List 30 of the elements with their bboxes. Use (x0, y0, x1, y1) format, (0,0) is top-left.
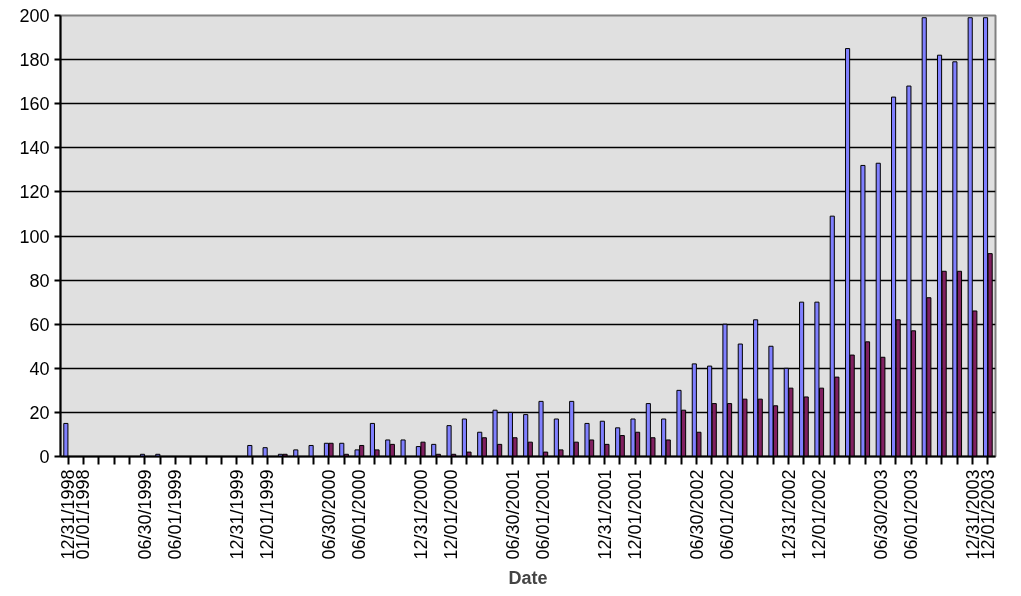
x-tick-label: 06/01/2003 (901, 469, 922, 560)
x-tick-label: 06/30/2002 (686, 469, 707, 560)
x-tick-label: 06/01/2001 (533, 469, 554, 560)
x-tick-label: 06/30/2003 (870, 469, 891, 560)
x-tick-label: 12/01/2002 (809, 469, 830, 560)
x-tick-label: 06/01/2002 (717, 469, 738, 560)
x-tick-label: 06/30/1999 (134, 469, 155, 560)
x-tick-label: 12/01/2000 (441, 469, 462, 560)
x-tick-label: 06/01/2000 (349, 469, 370, 560)
x-tick-label: 12/31/1999 (226, 469, 247, 560)
x-tick-label: 06/30/2000 (318, 469, 339, 560)
x-tick-label: 06/01/1999 (165, 469, 186, 560)
y-tick-label: 80 (29, 270, 50, 291)
y-tick-label: 100 (19, 226, 50, 247)
y-tick-label: 40 (29, 358, 50, 379)
x-tick-label: 12/01/2001 (625, 469, 646, 560)
x-tick-label: 12/01/1999 (257, 469, 278, 560)
y-tick-label: 60 (29, 314, 50, 335)
y-tick-label: 200 (19, 6, 50, 26)
y-tick-label: 0 (39, 447, 50, 467)
y-tick-label: 160 (19, 94, 50, 115)
x-tick-label: 06/30/2001 (502, 469, 523, 560)
y-tick-label: 120 (19, 182, 50, 203)
y-tick-label: 140 (19, 138, 50, 159)
x-tick-label: 12/31/2000 (410, 469, 431, 560)
x-axis-title: Date (508, 567, 548, 588)
x-tick-label: 12/31/2002 (778, 469, 799, 560)
y-tick-label: 180 (19, 50, 50, 71)
x-tick-label: 12/31/2001 (594, 469, 615, 560)
y-tick-label: 20 (29, 402, 50, 423)
